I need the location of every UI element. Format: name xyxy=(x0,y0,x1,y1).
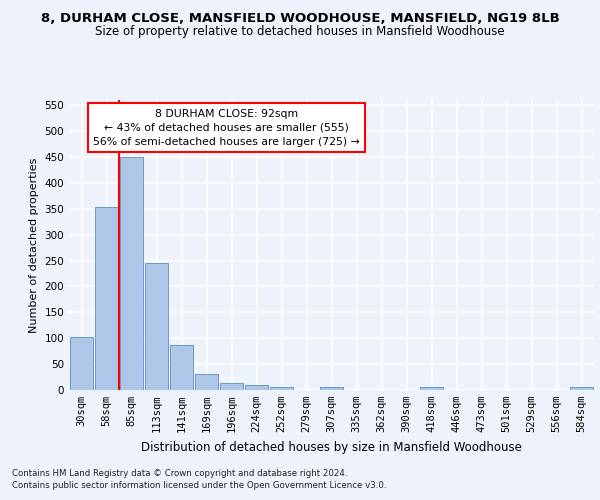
Text: 8 DURHAM CLOSE: 92sqm
← 43% of detached houses are smaller (555)
56% of semi-det: 8 DURHAM CLOSE: 92sqm ← 43% of detached … xyxy=(93,108,360,146)
Text: Contains HM Land Registry data © Crown copyright and database right 2024.: Contains HM Land Registry data © Crown c… xyxy=(12,468,347,477)
Bar xyxy=(95,207,118,390)
Bar xyxy=(320,387,343,390)
Text: 8, DURHAM CLOSE, MANSFIELD WOODHOUSE, MANSFIELD, NG19 8LB: 8, DURHAM CLOSE, MANSFIELD WOODHOUSE, MA… xyxy=(41,12,559,26)
Text: Size of property relative to detached houses in Mansfield Woodhouse: Size of property relative to detached ho… xyxy=(95,25,505,38)
Bar xyxy=(220,384,244,390)
X-axis label: Distribution of detached houses by size in Mansfield Woodhouse: Distribution of detached houses by size … xyxy=(141,440,522,454)
Bar xyxy=(70,336,94,390)
Bar xyxy=(170,345,193,390)
Bar xyxy=(245,386,268,390)
Bar xyxy=(119,158,143,390)
Bar xyxy=(569,388,593,390)
Bar xyxy=(269,387,293,390)
Y-axis label: Number of detached properties: Number of detached properties xyxy=(29,158,39,332)
Bar xyxy=(145,263,169,390)
Bar xyxy=(419,387,443,390)
Text: Contains public sector information licensed under the Open Government Licence v3: Contains public sector information licen… xyxy=(12,481,386,490)
Bar xyxy=(194,374,218,390)
